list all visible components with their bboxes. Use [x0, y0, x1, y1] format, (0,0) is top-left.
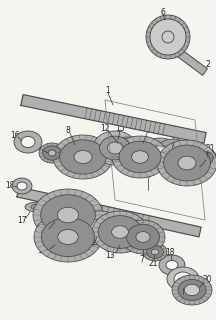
Text: 14: 14 — [83, 244, 93, 252]
Ellipse shape — [178, 156, 196, 170]
Polygon shape — [176, 49, 207, 75]
Text: 4: 4 — [146, 171, 150, 180]
Text: 1: 1 — [106, 85, 110, 94]
Text: 3: 3 — [206, 154, 210, 163]
Ellipse shape — [166, 260, 178, 269]
Ellipse shape — [21, 137, 35, 148]
Ellipse shape — [25, 202, 51, 212]
Ellipse shape — [184, 284, 200, 296]
Ellipse shape — [107, 142, 123, 154]
Ellipse shape — [78, 211, 122, 245]
Ellipse shape — [119, 141, 161, 173]
Text: 17: 17 — [17, 215, 27, 225]
Ellipse shape — [164, 145, 210, 181]
Ellipse shape — [33, 189, 103, 241]
Ellipse shape — [132, 151, 148, 163]
Circle shape — [150, 19, 186, 55]
Ellipse shape — [121, 220, 165, 254]
Ellipse shape — [60, 140, 106, 174]
Text: 7: 7 — [140, 255, 145, 265]
Ellipse shape — [147, 246, 163, 258]
Text: 21: 21 — [33, 142, 43, 151]
Ellipse shape — [17, 182, 27, 190]
Text: 6: 6 — [160, 7, 165, 17]
Ellipse shape — [74, 150, 92, 164]
Ellipse shape — [48, 150, 56, 156]
Text: 13: 13 — [105, 252, 115, 260]
Ellipse shape — [92, 211, 148, 253]
Ellipse shape — [108, 137, 148, 167]
Circle shape — [162, 31, 174, 43]
Ellipse shape — [41, 195, 95, 235]
Ellipse shape — [100, 136, 130, 160]
Ellipse shape — [164, 146, 182, 160]
Text: 8: 8 — [66, 125, 70, 134]
Ellipse shape — [201, 155, 209, 161]
Text: 18: 18 — [5, 180, 15, 189]
Ellipse shape — [58, 229, 78, 244]
Text: 21: 21 — [205, 143, 215, 153]
Ellipse shape — [14, 131, 42, 153]
Text: 21: 21 — [148, 260, 158, 268]
Text: 12: 12 — [170, 135, 180, 145]
Text: 2: 2 — [206, 60, 210, 68]
Text: 10: 10 — [37, 226, 47, 235]
Ellipse shape — [39, 143, 65, 163]
Text: 12: 12 — [100, 124, 110, 132]
Ellipse shape — [167, 267, 199, 291]
Ellipse shape — [143, 243, 167, 261]
Text: 18: 18 — [165, 247, 175, 257]
Ellipse shape — [155, 139, 191, 167]
Ellipse shape — [172, 275, 212, 305]
Circle shape — [146, 15, 190, 59]
Ellipse shape — [151, 249, 159, 255]
Ellipse shape — [178, 279, 206, 300]
Polygon shape — [21, 95, 206, 143]
Ellipse shape — [127, 224, 159, 250]
Ellipse shape — [31, 204, 45, 210]
Ellipse shape — [43, 146, 61, 160]
Text: 11: 11 — [37, 245, 47, 254]
Ellipse shape — [138, 138, 182, 172]
Ellipse shape — [88, 219, 112, 237]
Ellipse shape — [136, 232, 150, 243]
Text: 16: 16 — [10, 131, 20, 140]
Ellipse shape — [57, 207, 78, 223]
Ellipse shape — [197, 152, 213, 164]
Text: 19: 19 — [178, 292, 188, 301]
Text: 15: 15 — [115, 124, 125, 132]
Ellipse shape — [98, 216, 142, 248]
Ellipse shape — [159, 255, 185, 275]
Ellipse shape — [93, 131, 137, 165]
Polygon shape — [17, 187, 201, 237]
Ellipse shape — [53, 135, 113, 179]
Ellipse shape — [193, 149, 216, 167]
Ellipse shape — [174, 272, 192, 286]
Text: 20: 20 — [202, 276, 212, 284]
Ellipse shape — [41, 218, 95, 257]
Text: 9: 9 — [146, 125, 150, 134]
Ellipse shape — [112, 226, 128, 238]
Ellipse shape — [112, 136, 168, 178]
Ellipse shape — [148, 146, 172, 164]
Ellipse shape — [12, 178, 32, 194]
Ellipse shape — [157, 140, 216, 186]
Ellipse shape — [118, 145, 138, 159]
Ellipse shape — [34, 212, 102, 262]
